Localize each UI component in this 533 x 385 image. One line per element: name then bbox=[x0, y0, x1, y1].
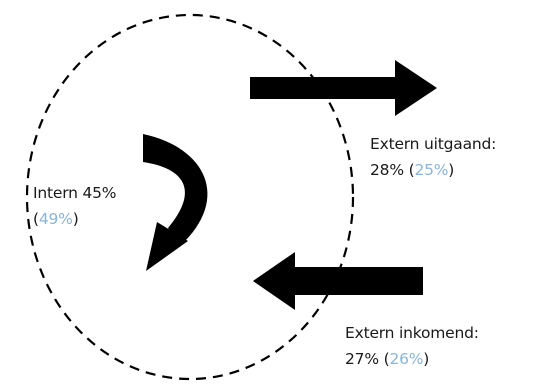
outgoing-arrow-icon bbox=[250, 60, 437, 116]
extern-uitgaand-label: Extern uitgaand: 28% (25%) bbox=[370, 131, 496, 183]
intern-previous-line: (49%) bbox=[33, 210, 79, 228]
extern-inkomend-values: 27% (26%) bbox=[345, 350, 430, 368]
extern-uitgaand-previous-value: 25% bbox=[414, 161, 449, 179]
extern-inkomend-label: Extern inkomend: 27% (26%) bbox=[345, 320, 479, 372]
extern-uitgaand-current-value: 28% ( bbox=[370, 161, 415, 179]
intern-previous-value: 49% bbox=[38, 210, 73, 228]
extern-inkomend-current-value: 27% ( bbox=[345, 350, 390, 368]
extern-inkomend-previous-value: 26% bbox=[389, 350, 424, 368]
intern-text: Intern 45% bbox=[33, 184, 117, 202]
internal-curved-arrow-icon bbox=[143, 134, 208, 271]
extern-uitgaand-title: Extern uitgaand: bbox=[370, 135, 497, 153]
boundary-circle bbox=[25, 13, 355, 381]
extern-uitgaand-values: 28% (25%) bbox=[370, 161, 455, 179]
intern-label: Intern 45% (49%) bbox=[33, 180, 117, 232]
incoming-arrow-icon bbox=[253, 252, 423, 310]
extern-inkomend-title: Extern inkomend: bbox=[345, 324, 479, 342]
